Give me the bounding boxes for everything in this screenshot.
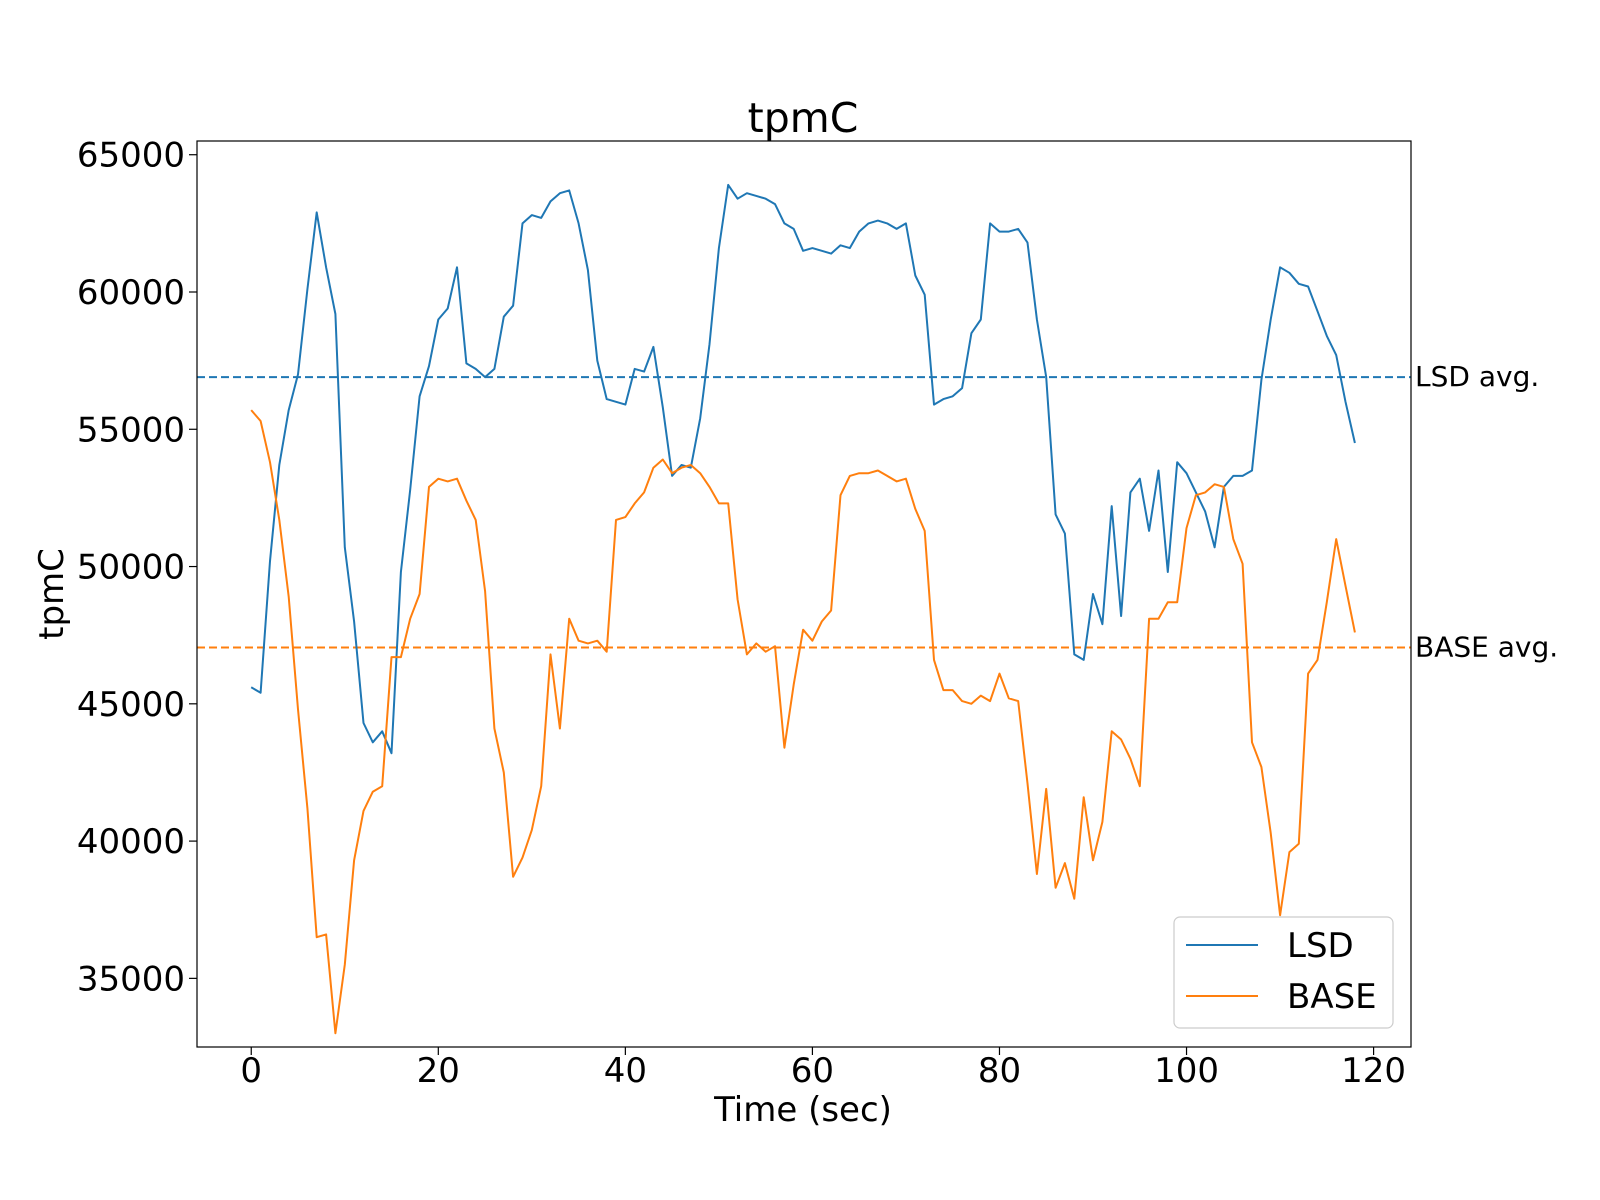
average-lines <box>197 376 1411 649</box>
average-label-lsd: LSD avg. <box>1415 360 1539 393</box>
legend-label-lsd: LSD <box>1287 926 1354 966</box>
y-tick-label: 40000 <box>77 822 185 862</box>
x-tick-label: 120 <box>1341 1051 1406 1091</box>
x-tick-label: 80 <box>978 1051 1021 1091</box>
legend-label-base: BASE <box>1287 977 1377 1017</box>
y-tick-label: 65000 <box>77 136 185 176</box>
x-axis-label: Time (sec) <box>713 1090 892 1130</box>
y-tick-label: 55000 <box>77 410 185 450</box>
x-tick-label: 60 <box>791 1051 834 1091</box>
y-tick-label: 60000 <box>77 273 185 313</box>
x-tick-label: 40 <box>604 1051 647 1091</box>
y-axis-label: tpmC <box>32 548 72 640</box>
plot-frame <box>196 140 1412 1048</box>
series-lines <box>250 183 1356 1035</box>
average-label-base: BASE avg. <box>1415 631 1558 664</box>
y-axis: 35000 40000 45000 50000 55000 60000 65000 <box>77 136 197 999</box>
y-tick-label: 45000 <box>77 685 185 725</box>
x-axis: 0 20 40 60 80 100 120 <box>240 1047 1406 1091</box>
legend: LSD BASE <box>1173 916 1394 1029</box>
series-line-base <box>250 409 1356 1035</box>
x-tick-label: 0 <box>240 1051 262 1091</box>
x-tick-label: 20 <box>417 1051 460 1091</box>
y-tick-label: 35000 <box>77 959 185 999</box>
y-tick-label: 50000 <box>77 548 185 588</box>
average-labels: LSD avg. BASE avg. <box>1415 360 1558 663</box>
chart-title: tpmC <box>748 94 859 142</box>
series-line-lsd <box>250 183 1356 755</box>
x-tick-label: 100 <box>1154 1051 1219 1091</box>
